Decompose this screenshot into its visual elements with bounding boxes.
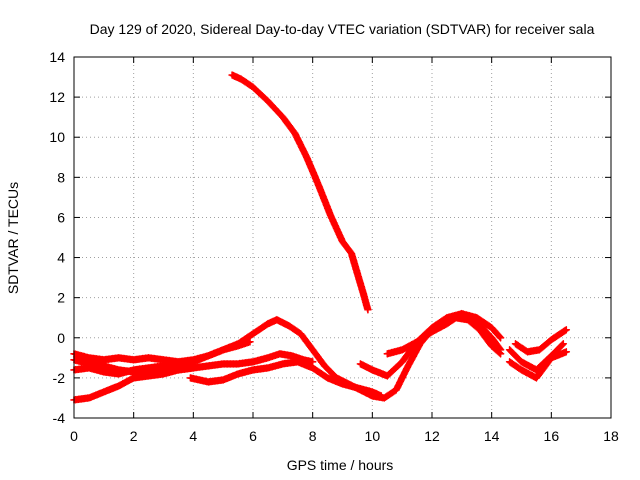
grid — [74, 57, 611, 418]
y-tick-label: -4 — [53, 410, 66, 426]
plot-frame — [73, 56, 612, 419]
chart-title: Day 129 of 2020, Sidereal Day-to-day VTE… — [90, 21, 595, 37]
axis-ticks: 0 2 4 6 8 10 12 14 16 18 -4 -2 0 2 4 6 8 10 12 14 — [49, 49, 619, 444]
series-arc-i — [505, 348, 571, 382]
series-arc-e — [186, 358, 386, 400]
x-tick-label: 2 — [130, 428, 138, 444]
x-tick-label: 6 — [249, 428, 257, 444]
y-tick-label: 4 — [57, 250, 65, 266]
y-tick-label: 6 — [57, 209, 65, 225]
series-markers — [383, 309, 505, 358]
y-tick-label: 0 — [57, 330, 65, 346]
y-tick-label: 2 — [57, 290, 65, 306]
y-tick-label: 10 — [49, 129, 65, 145]
y-tick-label: 8 — [57, 169, 65, 185]
x-tick-label: 4 — [189, 428, 197, 444]
x-tick-label: 0 — [70, 428, 78, 444]
x-tick-label: 8 — [309, 428, 317, 444]
series-markers — [186, 358, 386, 400]
x-tick-label: 12 — [424, 428, 440, 444]
series-markers — [511, 326, 571, 356]
x-tick-label: 14 — [484, 428, 500, 444]
y-tick-label: -2 — [53, 370, 66, 386]
x-tick-label: 18 — [603, 428, 619, 444]
y-tick-label: 14 — [49, 49, 65, 65]
series-arc-g — [383, 309, 505, 358]
x-axis-label: GPS time / hours — [287, 457, 394, 473]
x-tick-label: 10 — [365, 428, 381, 444]
data-series — [70, 71, 571, 404]
series-markers — [228, 71, 372, 314]
series-high-arc — [228, 71, 372, 314]
x-tick-label: 16 — [544, 428, 560, 444]
y-tick-label: 12 — [49, 89, 65, 105]
series-markers — [505, 348, 571, 382]
series-arc-j — [511, 326, 571, 356]
y-axis-label: SDTVAR / TECUs — [5, 182, 21, 294]
